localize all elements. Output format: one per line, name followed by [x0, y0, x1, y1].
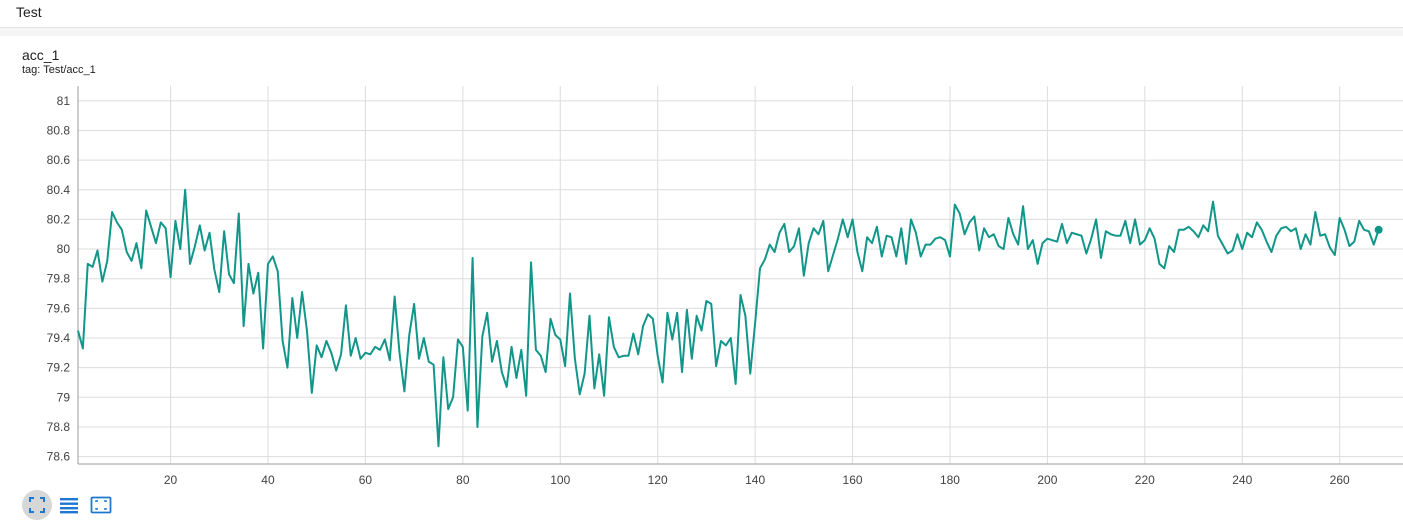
- x-tick-label: 80: [456, 473, 470, 487]
- toggle-log-scale-button[interactable]: [54, 490, 84, 520]
- y-tick-label: 80.2: [47, 212, 71, 226]
- tick-labels: 78.6 78.8 79 79.2 79.4 79.6 79.8 80 80.2 80.4 80.6…: [47, 94, 1350, 487]
- fullscreen-button[interactable]: [22, 490, 52, 520]
- x-tick-label: 220: [1135, 473, 1155, 487]
- x-tick-label: 60: [359, 473, 373, 487]
- last-point-marker: [1374, 225, 1383, 234]
- run-title: Test: [16, 4, 42, 20]
- x-tick-label: 40: [261, 473, 275, 487]
- list-icon: [60, 498, 78, 514]
- x-tick-label: 240: [1232, 473, 1252, 487]
- y-tick-label: 79.8: [47, 272, 71, 286]
- x-tick-label: 140: [745, 473, 765, 487]
- x-tick-label: 160: [843, 473, 863, 487]
- y-tick-label: 79.2: [47, 361, 71, 375]
- series-layer: [77, 188, 1383, 448]
- x-tick-label: 200: [1037, 473, 1057, 487]
- axes: [77, 86, 1403, 465]
- chart-tag: tag: Test/acc_1: [22, 64, 96, 76]
- series-line: [77, 188, 1380, 448]
- x-tick-label: 180: [940, 473, 960, 487]
- fullscreen-icon: [29, 497, 45, 513]
- x-tick-label: 260: [1330, 473, 1350, 487]
- y-tick-label: 79.6: [47, 301, 71, 315]
- y-tick-label: 80: [57, 242, 71, 256]
- x-tick-label: 100: [550, 473, 570, 487]
- y-tick-label: 78.8: [47, 420, 71, 434]
- chart-title: acc_1: [22, 47, 60, 63]
- grid-lines: [78, 86, 1403, 464]
- y-tick-label: 80.8: [47, 123, 71, 137]
- x-tick-label: 120: [648, 473, 668, 487]
- y-tick-label: 78.6: [47, 450, 71, 464]
- y-tick-label: 80.4: [47, 183, 71, 197]
- y-tick-label: 80.6: [47, 153, 71, 167]
- y-tick-label: 79.4: [47, 331, 71, 345]
- y-tick-label: 79: [57, 390, 71, 404]
- chart-toolbar: [22, 490, 118, 520]
- x-tick-label: 20: [164, 473, 178, 487]
- run-header: Test: [0, 0, 1403, 28]
- fit-domain-button[interactable]: [86, 490, 116, 520]
- fit-domain-icon: [90, 496, 112, 514]
- y-tick-label: 81: [57, 94, 71, 108]
